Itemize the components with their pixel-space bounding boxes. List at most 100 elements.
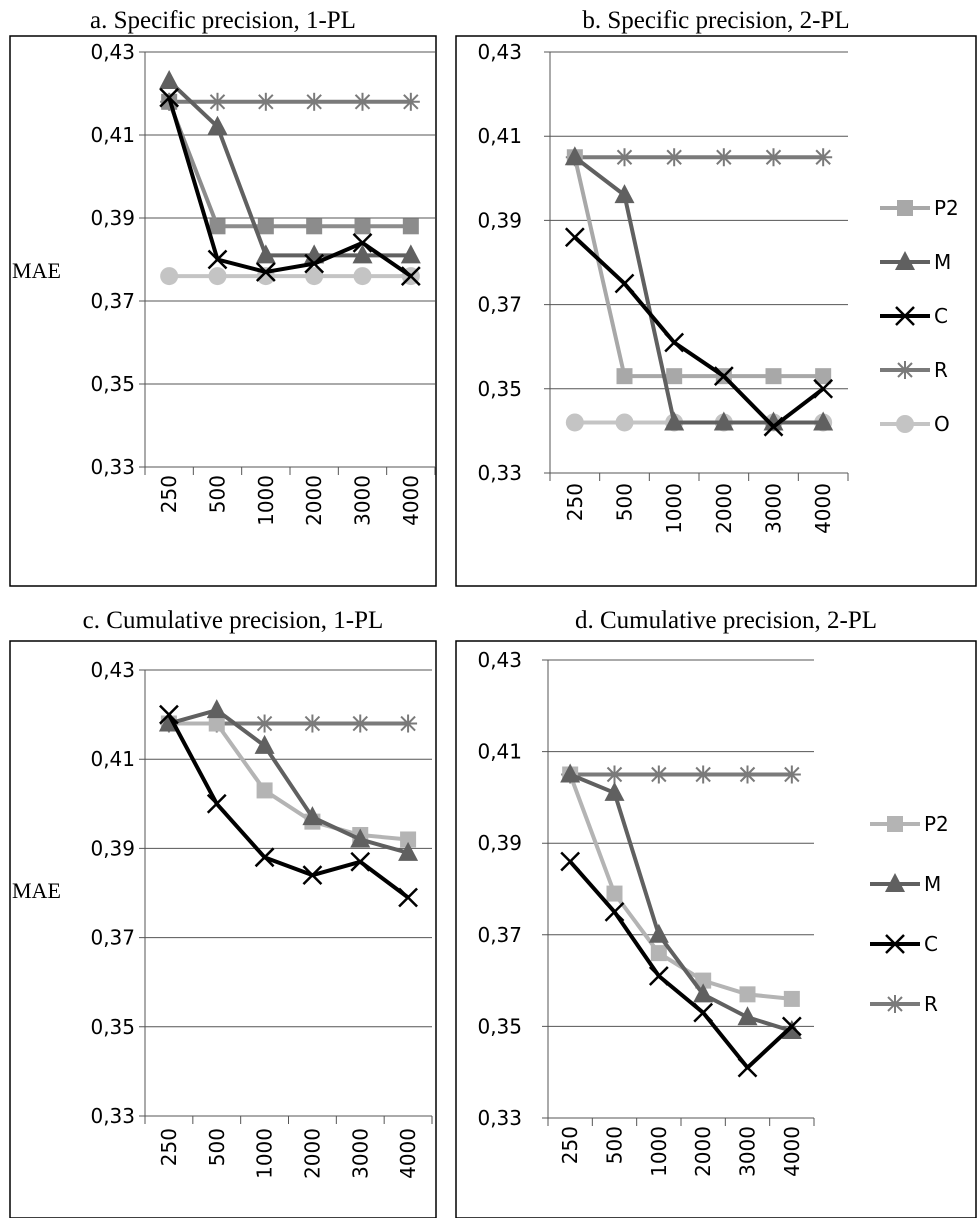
data-point-x-stroke bbox=[648, 966, 669, 986]
series-m bbox=[560, 763, 802, 1039]
data-point-star bbox=[208, 92, 227, 111]
x-tick-label: 250 bbox=[558, 1126, 582, 1164]
series-c bbox=[564, 227, 834, 437]
data-point-square bbox=[650, 945, 667, 962]
legend-marker bbox=[896, 415, 914, 433]
data-point-x-stroke bbox=[304, 253, 325, 274]
series-p2 bbox=[161, 93, 419, 235]
data-point-x-stroke bbox=[302, 865, 323, 886]
x-tick-label: 4000 bbox=[780, 1126, 804, 1177]
data-point-triangle bbox=[781, 1019, 802, 1039]
panel-frame bbox=[9, 35, 437, 587]
data-point-x bbox=[664, 332, 685, 353]
data-point-circle bbox=[305, 267, 324, 286]
data-point-star-stroke bbox=[403, 94, 419, 110]
chart-panel-a: a. Specific precision, 1-PL 0,43 0,41 0,39 0… bbox=[9, 7, 437, 587]
y-tick-label: 0,43 bbox=[477, 648, 522, 672]
data-point-triangle bbox=[693, 983, 714, 1003]
series-c bbox=[560, 851, 802, 1078]
legend-marker bbox=[896, 361, 914, 379]
data-point-star-stroke bbox=[304, 715, 321, 732]
series-line bbox=[572, 156, 824, 379]
data-point-star-stroke bbox=[400, 715, 416, 732]
x-tick-label: 1000 bbox=[253, 1128, 277, 1179]
data-point-star bbox=[694, 765, 713, 784]
data-point-square bbox=[606, 885, 623, 902]
data-point-triangle bbox=[398, 841, 419, 861]
y-axis-label: MAE bbox=[12, 878, 61, 903]
data-point-triangle bbox=[604, 781, 625, 801]
data-point-star bbox=[615, 148, 634, 167]
data-point-x-stroke bbox=[207, 249, 228, 270]
series-c bbox=[159, 87, 421, 286]
y-tick-label: 0,39 bbox=[477, 831, 522, 855]
legend-label: R bbox=[934, 358, 948, 382]
chart-title: c. Cumulative precision, 1-PL bbox=[83, 607, 384, 634]
data-point-star bbox=[782, 765, 801, 784]
x-tick-label: 4000 bbox=[399, 475, 423, 526]
legend-item-c: C bbox=[870, 932, 938, 956]
data-point-triangle bbox=[564, 146, 585, 166]
data-point-triangle bbox=[159, 70, 180, 90]
data-point-x-stroke bbox=[350, 851, 371, 872]
legend-item-o: O bbox=[880, 412, 950, 436]
data-point-star-stroke bbox=[666, 149, 682, 165]
data-point-circle bbox=[208, 267, 227, 286]
data-point-triangle bbox=[207, 115, 228, 135]
series-p2 bbox=[562, 766, 800, 1007]
data-point-square bbox=[306, 218, 323, 235]
x-tick-label: 500 bbox=[206, 475, 230, 513]
legend-marker bbox=[887, 816, 903, 832]
series-line bbox=[569, 772, 793, 1033]
data-point-square bbox=[666, 368, 683, 385]
data-point-square bbox=[402, 218, 419, 235]
x-tick-label: 1000 bbox=[662, 483, 686, 534]
series-line bbox=[573, 155, 824, 425]
data-point-x-stroke bbox=[813, 378, 834, 399]
data-point-x bbox=[648, 966, 669, 986]
y-tick-label: 0,37 bbox=[477, 923, 522, 947]
data-point-square bbox=[783, 990, 800, 1007]
panel-frame bbox=[455, 35, 977, 587]
data-point-star bbox=[665, 148, 684, 167]
data-point-x bbox=[304, 253, 325, 274]
y-tick-label: 0,41 bbox=[477, 740, 522, 764]
y-tick-label: 0,39 bbox=[90, 206, 135, 230]
data-point-star-stroke bbox=[765, 149, 782, 165]
data-point-star bbox=[353, 92, 372, 111]
series-r bbox=[565, 148, 833, 167]
legend-marker-stroke bbox=[897, 362, 913, 378]
data-point-x-stroke bbox=[352, 233, 373, 253]
data-point-triangle bbox=[206, 699, 227, 719]
data-point-x bbox=[781, 1016, 802, 1037]
data-point-x bbox=[763, 416, 784, 437]
data-point-star bbox=[305, 92, 324, 111]
data-point-square bbox=[354, 218, 371, 235]
data-point-x bbox=[713, 366, 734, 387]
x-tick-label: 3000 bbox=[762, 483, 786, 534]
y-tick-label: 0,33 bbox=[90, 1104, 135, 1128]
data-point-square bbox=[695, 972, 712, 989]
x-tick-label: 3000 bbox=[736, 1126, 760, 1177]
data-point-star-stroke bbox=[784, 766, 800, 783]
legend-label: M bbox=[934, 250, 951, 274]
data-point-x bbox=[159, 87, 180, 108]
data-point-x bbox=[350, 851, 371, 872]
data-point-triangle bbox=[614, 184, 635, 204]
x-tick-label: 1000 bbox=[254, 475, 278, 526]
data-point-x-stroke bbox=[159, 87, 180, 108]
series-m bbox=[158, 699, 419, 861]
panel-frame bbox=[9, 640, 437, 1218]
series-line bbox=[167, 713, 410, 900]
data-point-star-stroke bbox=[651, 766, 667, 783]
legend-marker-stroke bbox=[887, 996, 903, 1012]
x-tick-label: 250 bbox=[157, 1128, 181, 1166]
x-tick-label: 250 bbox=[563, 483, 587, 521]
y-tick-label: 0,37 bbox=[90, 289, 135, 313]
y-tick-label: 0,35 bbox=[90, 372, 135, 396]
data-point-star bbox=[399, 714, 418, 733]
data-point-circle bbox=[565, 413, 584, 432]
x-tick-label: 4000 bbox=[396, 1128, 420, 1179]
data-point-x-stroke bbox=[560, 851, 581, 872]
